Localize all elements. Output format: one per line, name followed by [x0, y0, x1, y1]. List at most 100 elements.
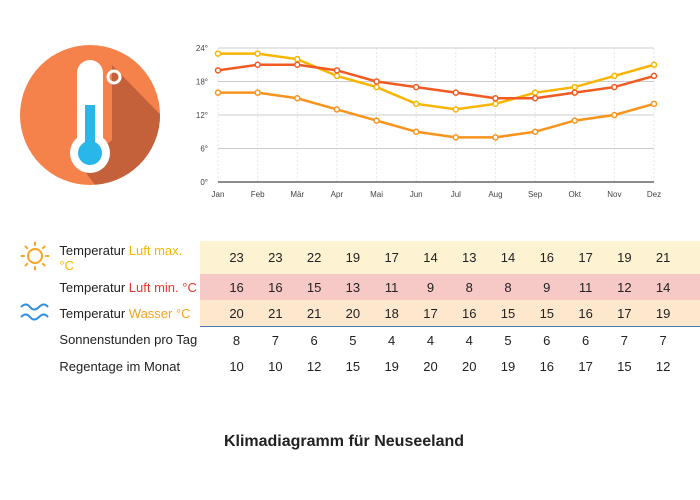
table-cell: 16 — [566, 300, 605, 327]
x-tick-label: Apr — [331, 190, 344, 199]
row-label-highlight: Luft max. °C — [59, 242, 183, 273]
y-tick-label: 24° — [196, 44, 208, 53]
data-point — [294, 55, 301, 63]
table-cell: 7 — [659, 332, 667, 348]
table-row: Regentage im Monat 10 10 12 15 19 20 20 19 16 17 15… — [10, 353, 700, 379]
data-point — [571, 117, 578, 124]
table-cell: 17 — [604, 300, 644, 327]
row-label: Temperatur Wasser °C — [59, 305, 191, 321]
table-cell: 14 — [488, 241, 528, 274]
table-cell: 8 — [449, 274, 489, 300]
table-cell: 7 — [271, 332, 279, 348]
table-cell: 13 — [333, 274, 373, 300]
data-point — [531, 95, 539, 102]
row-label: Temperatur Luft max. °C — [59, 242, 183, 273]
table-cell: 12 — [655, 358, 671, 374]
table-cell: 16 — [539, 358, 555, 374]
table-cell: 21 — [255, 300, 295, 327]
table-cell: 19 — [643, 300, 683, 327]
data-point — [650, 61, 658, 68]
data-point — [650, 100, 658, 108]
table-cell: 12 — [604, 274, 644, 300]
table-cell: 21 — [643, 241, 683, 274]
table-cell: 17 — [411, 300, 450, 327]
temperature-line-chart: Jan Feb Mär Apr Mai Jun Jul Aug Sep Okt Nov Dez 0° 6°… — [196, 44, 661, 199]
data-point — [452, 106, 460, 113]
table-cell: 15 — [527, 300, 567, 327]
table-cell: 23 — [255, 241, 295, 274]
table-cell: 6 — [543, 332, 551, 348]
table-cell: 18 — [372, 300, 412, 327]
data-point — [294, 95, 301, 102]
table-cell: 11 — [372, 274, 412, 300]
table-cell: 9 — [527, 274, 567, 300]
x-tick-label: Sep — [528, 190, 543, 199]
table-cell: 17 — [372, 241, 412, 274]
x-tick-label: Jan — [212, 190, 225, 199]
data-point — [294, 61, 301, 68]
table-cell: 9 — [411, 274, 450, 300]
thermometer-icon — [20, 45, 160, 185]
row-label: Regentage im Monat — [59, 358, 181, 374]
data-point — [492, 100, 499, 108]
table-cell: 14 — [411, 241, 450, 274]
table-cell: 19 — [333, 241, 373, 274]
x-tick-label: Jul — [451, 190, 461, 199]
x-tick-label: Aug — [488, 190, 502, 199]
series-line — [218, 52, 655, 111]
page-title: Klimadiagramm für Neuseeland — [223, 433, 465, 450]
data-point — [373, 117, 380, 124]
table-cell: 17 — [566, 241, 605, 274]
table-cell: 16 — [449, 300, 489, 327]
x-tick-label: Mai — [370, 190, 383, 199]
table-row: Temperatur Luft min. °C 16 16 15 13 11 9 8 8 9 11 1… — [10, 274, 700, 300]
table-cell: 4 — [426, 332, 435, 348]
table-cell: 11 — [566, 274, 605, 300]
data-point — [412, 128, 420, 135]
x-tick-label: Nov — [607, 190, 621, 199]
table-row: Sonnenstunden pro Tag 8 7 6 5 4 4 4 5 6 6 7 7 — [10, 327, 700, 354]
table-cell: 15 — [488, 300, 528, 327]
y-tick-label: 12° — [196, 111, 208, 120]
series-line — [217, 63, 655, 100]
table-cell: 15 — [617, 358, 632, 374]
table-cell: 6 — [581, 332, 590, 348]
data-point — [214, 89, 222, 96]
data-point — [412, 100, 420, 108]
data-point — [333, 72, 341, 80]
table-cell: 15 — [294, 274, 334, 300]
x-tick-label: Feb — [251, 190, 265, 199]
data-point — [492, 134, 499, 141]
data-point — [214, 67, 222, 74]
row-label: Sonnenstunden pro Tag — [59, 332, 198, 348]
data-point — [492, 95, 499, 102]
table-cell: 20 — [217, 300, 256, 327]
table-cell: 4 — [388, 332, 396, 348]
table-cell: 16 — [527, 241, 567, 274]
table-cell: 19 — [604, 241, 644, 274]
table-cell: 20 — [462, 358, 477, 374]
table-cell: 19 — [500, 358, 516, 374]
y-tick-label: 0° — [200, 178, 208, 187]
table-cell: 6 — [310, 332, 318, 348]
data-point — [611, 72, 618, 80]
data-point — [611, 83, 618, 91]
x-tick-label: Okt — [569, 190, 582, 199]
y-tick-label: 6° — [200, 145, 208, 154]
data-point — [452, 89, 460, 96]
table-cell: 16 — [217, 274, 256, 300]
waves-icon — [19, 303, 49, 321]
table-cell: 20 — [423, 358, 438, 374]
x-tick-label: Jun — [410, 190, 423, 199]
table-cell: 10 — [268, 358, 283, 374]
data-point — [214, 50, 222, 57]
data-point — [650, 72, 658, 80]
data-point — [254, 61, 261, 68]
data-point — [611, 111, 618, 119]
table-cell: 23 — [217, 241, 256, 274]
data-point — [571, 89, 578, 96]
table-cell: 16 — [255, 274, 295, 300]
x-tick-label: Dez — [647, 190, 661, 199]
series-line — [218, 91, 655, 139]
table-cell: 4 — [465, 332, 473, 348]
